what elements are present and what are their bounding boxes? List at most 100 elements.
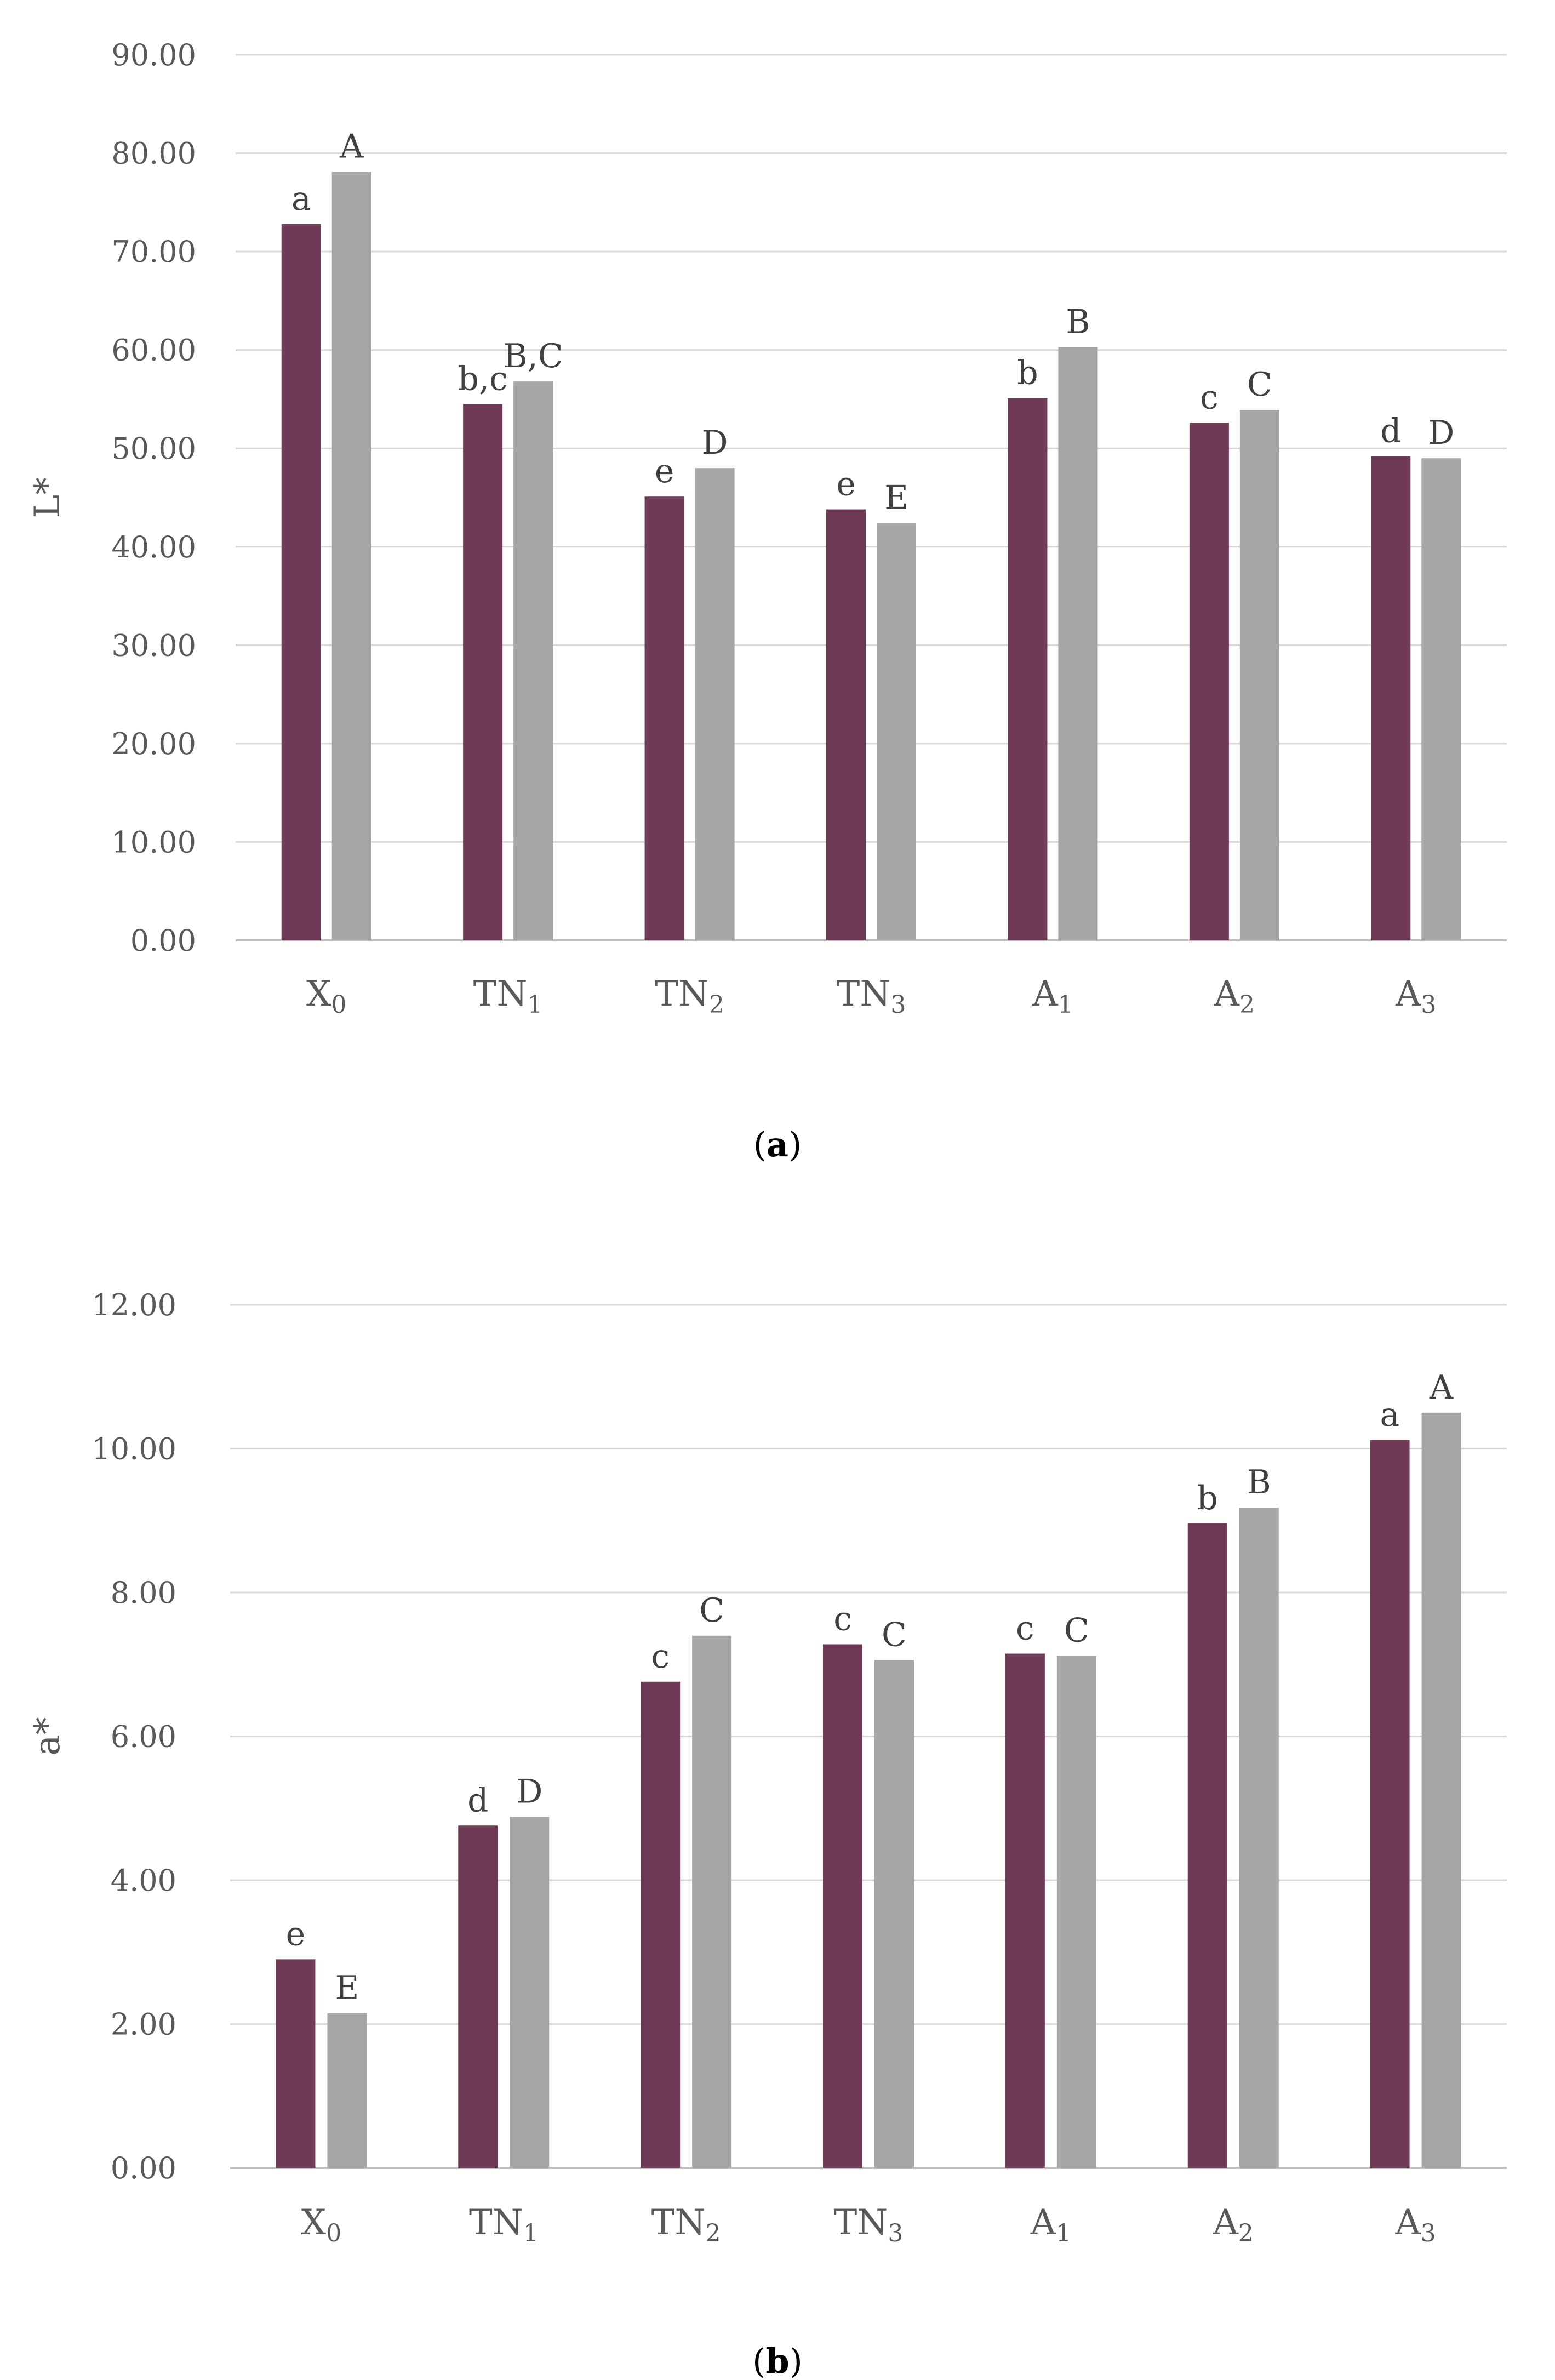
y-tick-label: 6.00 — [111, 1720, 176, 1754]
x-category-label: X0 — [301, 2202, 342, 2247]
x-category-label-subscript: 3 — [1421, 2219, 1436, 2247]
bar-series2 — [513, 381, 553, 940]
x-category-label-base: A — [1214, 974, 1240, 1014]
bar-series1 — [644, 496, 684, 940]
bar-significance-label-series2: B — [1247, 1463, 1271, 1502]
bar-series2 — [1421, 1412, 1461, 2168]
x-category-label-base: A — [1394, 2202, 1421, 2243]
x-category-label-subscript: 2 — [705, 2219, 721, 2247]
bar-significance-label-series2: C — [1247, 366, 1272, 404]
x-category-label: X0 — [306, 974, 347, 1019]
bar-series1 — [463, 404, 503, 940]
x-category-label-subscript: 1 — [527, 991, 542, 1019]
x-category-label: TN1 — [469, 2202, 539, 2247]
bar-series2 — [877, 523, 916, 940]
bar-significance-label-series1: d — [1380, 412, 1401, 450]
y-tick-label: 2.00 — [111, 2007, 176, 2042]
panel-label: (a) — [753, 1125, 802, 1165]
bar-series2 — [1058, 347, 1098, 940]
y-tick-label: 90.00 — [111, 38, 196, 72]
y-tick-label: 0.00 — [111, 2151, 176, 2185]
x-category-label: A1 — [1030, 2202, 1071, 2247]
y-tick-label: 12.00 — [92, 1288, 176, 1322]
bar-significance-label-series1: b,c — [458, 359, 508, 398]
bar-series1 — [1187, 1523, 1227, 2168]
x-category-label-base: A — [1213, 2202, 1239, 2243]
bar-series1 — [1005, 1653, 1045, 2168]
bar-significance-label-series2: E — [884, 479, 908, 517]
x-category-label: A1 — [1032, 974, 1073, 1019]
x-category-label-base: TN — [651, 2202, 706, 2243]
bar-series2 — [1239, 1508, 1279, 2168]
x-category-label-base: X — [306, 974, 331, 1014]
x-category-label: TN2 — [651, 2202, 721, 2247]
bar-series1 — [1370, 1440, 1410, 2168]
x-category-label-subscript: 2 — [709, 991, 724, 1019]
bar-series2 — [1421, 458, 1461, 940]
x-category-label-base: TN — [837, 974, 891, 1014]
bar-series1 — [826, 509, 866, 940]
x-category-label-subscript: 0 — [331, 991, 346, 1019]
bar-significance-label-series1: b — [1197, 1479, 1218, 1517]
x-category-label: TN3 — [837, 974, 906, 1019]
y-tick-label: 8.00 — [111, 1576, 176, 1610]
x-category-label-subscript: 1 — [1058, 991, 1073, 1019]
bar-series1 — [458, 1825, 498, 2168]
x-category-label: A2 — [1214, 974, 1255, 1019]
y-tick-label: 60.00 — [111, 333, 196, 368]
bar-significance-label-series2: B — [1066, 303, 1090, 341]
x-category-label-base: TN — [655, 974, 709, 1014]
bar-significance-label-series2: A — [339, 128, 364, 166]
x-category-label-subscript: 1 — [1056, 2219, 1071, 2247]
x-category-label-base: TN — [469, 2202, 523, 2243]
bar-significance-label-series1: c — [1200, 379, 1219, 417]
bar-significance-label-series1: c — [651, 1637, 670, 1676]
x-category-label-subscript: 3 — [1421, 991, 1436, 1019]
bar-series1 — [641, 1681, 681, 2168]
x-category-label: A3 — [1395, 974, 1436, 1019]
x-category-label-subscript: 0 — [326, 2219, 341, 2247]
bar-series1 — [276, 1959, 316, 2168]
chart-panel-b: 0.00 2.00 4.00 6.00 8.00 10.00 12.00 a* eE X0 d D TN… — [27, 1288, 1507, 2380]
bar-significance-label-series1: a — [1380, 1396, 1400, 1434]
x-category-label-subscript: 3 — [890, 991, 906, 1019]
bar-series1 — [823, 1644, 862, 2168]
bar-series2 — [874, 1660, 914, 2168]
bar-series2 — [510, 1817, 550, 2168]
y-tick-label: 10.00 — [111, 825, 196, 859]
chart-panel-a: 0.00 10.00 20.00 30.00 40.00 50.00 60.00 70.00 8… — [27, 38, 1507, 1165]
bar-significance-label-series1: e — [286, 1915, 306, 1953]
x-category-label: A2 — [1213, 2202, 1254, 2247]
x-category-label-base: TN — [834, 2202, 888, 2243]
x-category-label-base: A — [1032, 974, 1058, 1014]
bar-significance-label-series2: D — [516, 1773, 542, 1811]
bar-significance-label-series2: B,C — [504, 337, 563, 375]
y-axis-title: L* — [27, 477, 68, 518]
bar-significance-label-series2: C — [882, 1616, 907, 1654]
bar-series1 — [281, 224, 321, 940]
x-category-label: A3 — [1394, 2202, 1436, 2247]
bar-significance-label-series1: b — [1017, 354, 1038, 392]
x-category-label-base: A — [1395, 974, 1421, 1014]
y-tick-label: 30.00 — [111, 628, 196, 663]
bar-series1 — [1189, 423, 1229, 940]
bar-significance-label-series2: E — [335, 1969, 359, 2007]
x-category-label-subscript: 2 — [1238, 2219, 1254, 2247]
y-tick-label: 4.00 — [111, 1863, 176, 1898]
x-category-label-subscript: 3 — [888, 2219, 903, 2247]
y-tick-label: 20.00 — [111, 727, 196, 761]
bar-series2 — [1056, 1656, 1096, 2168]
bar-significance-label-series1: e — [836, 465, 856, 504]
y-tick-label: 80.00 — [111, 136, 196, 171]
x-category-label-base: TN — [473, 974, 528, 1014]
bar-series1 — [1371, 456, 1411, 940]
x-category-label-base: X — [301, 2202, 327, 2243]
y-tick-label: 10.00 — [92, 1432, 176, 1466]
bar-significance-label-series1: c — [833, 1600, 852, 1639]
y-tick-label: 0.00 — [130, 923, 196, 958]
y-tick-label: 70.00 — [111, 235, 196, 269]
bar-significance-label-series2: D — [1428, 414, 1454, 452]
x-category-label-subscript: 2 — [1239, 991, 1255, 1019]
